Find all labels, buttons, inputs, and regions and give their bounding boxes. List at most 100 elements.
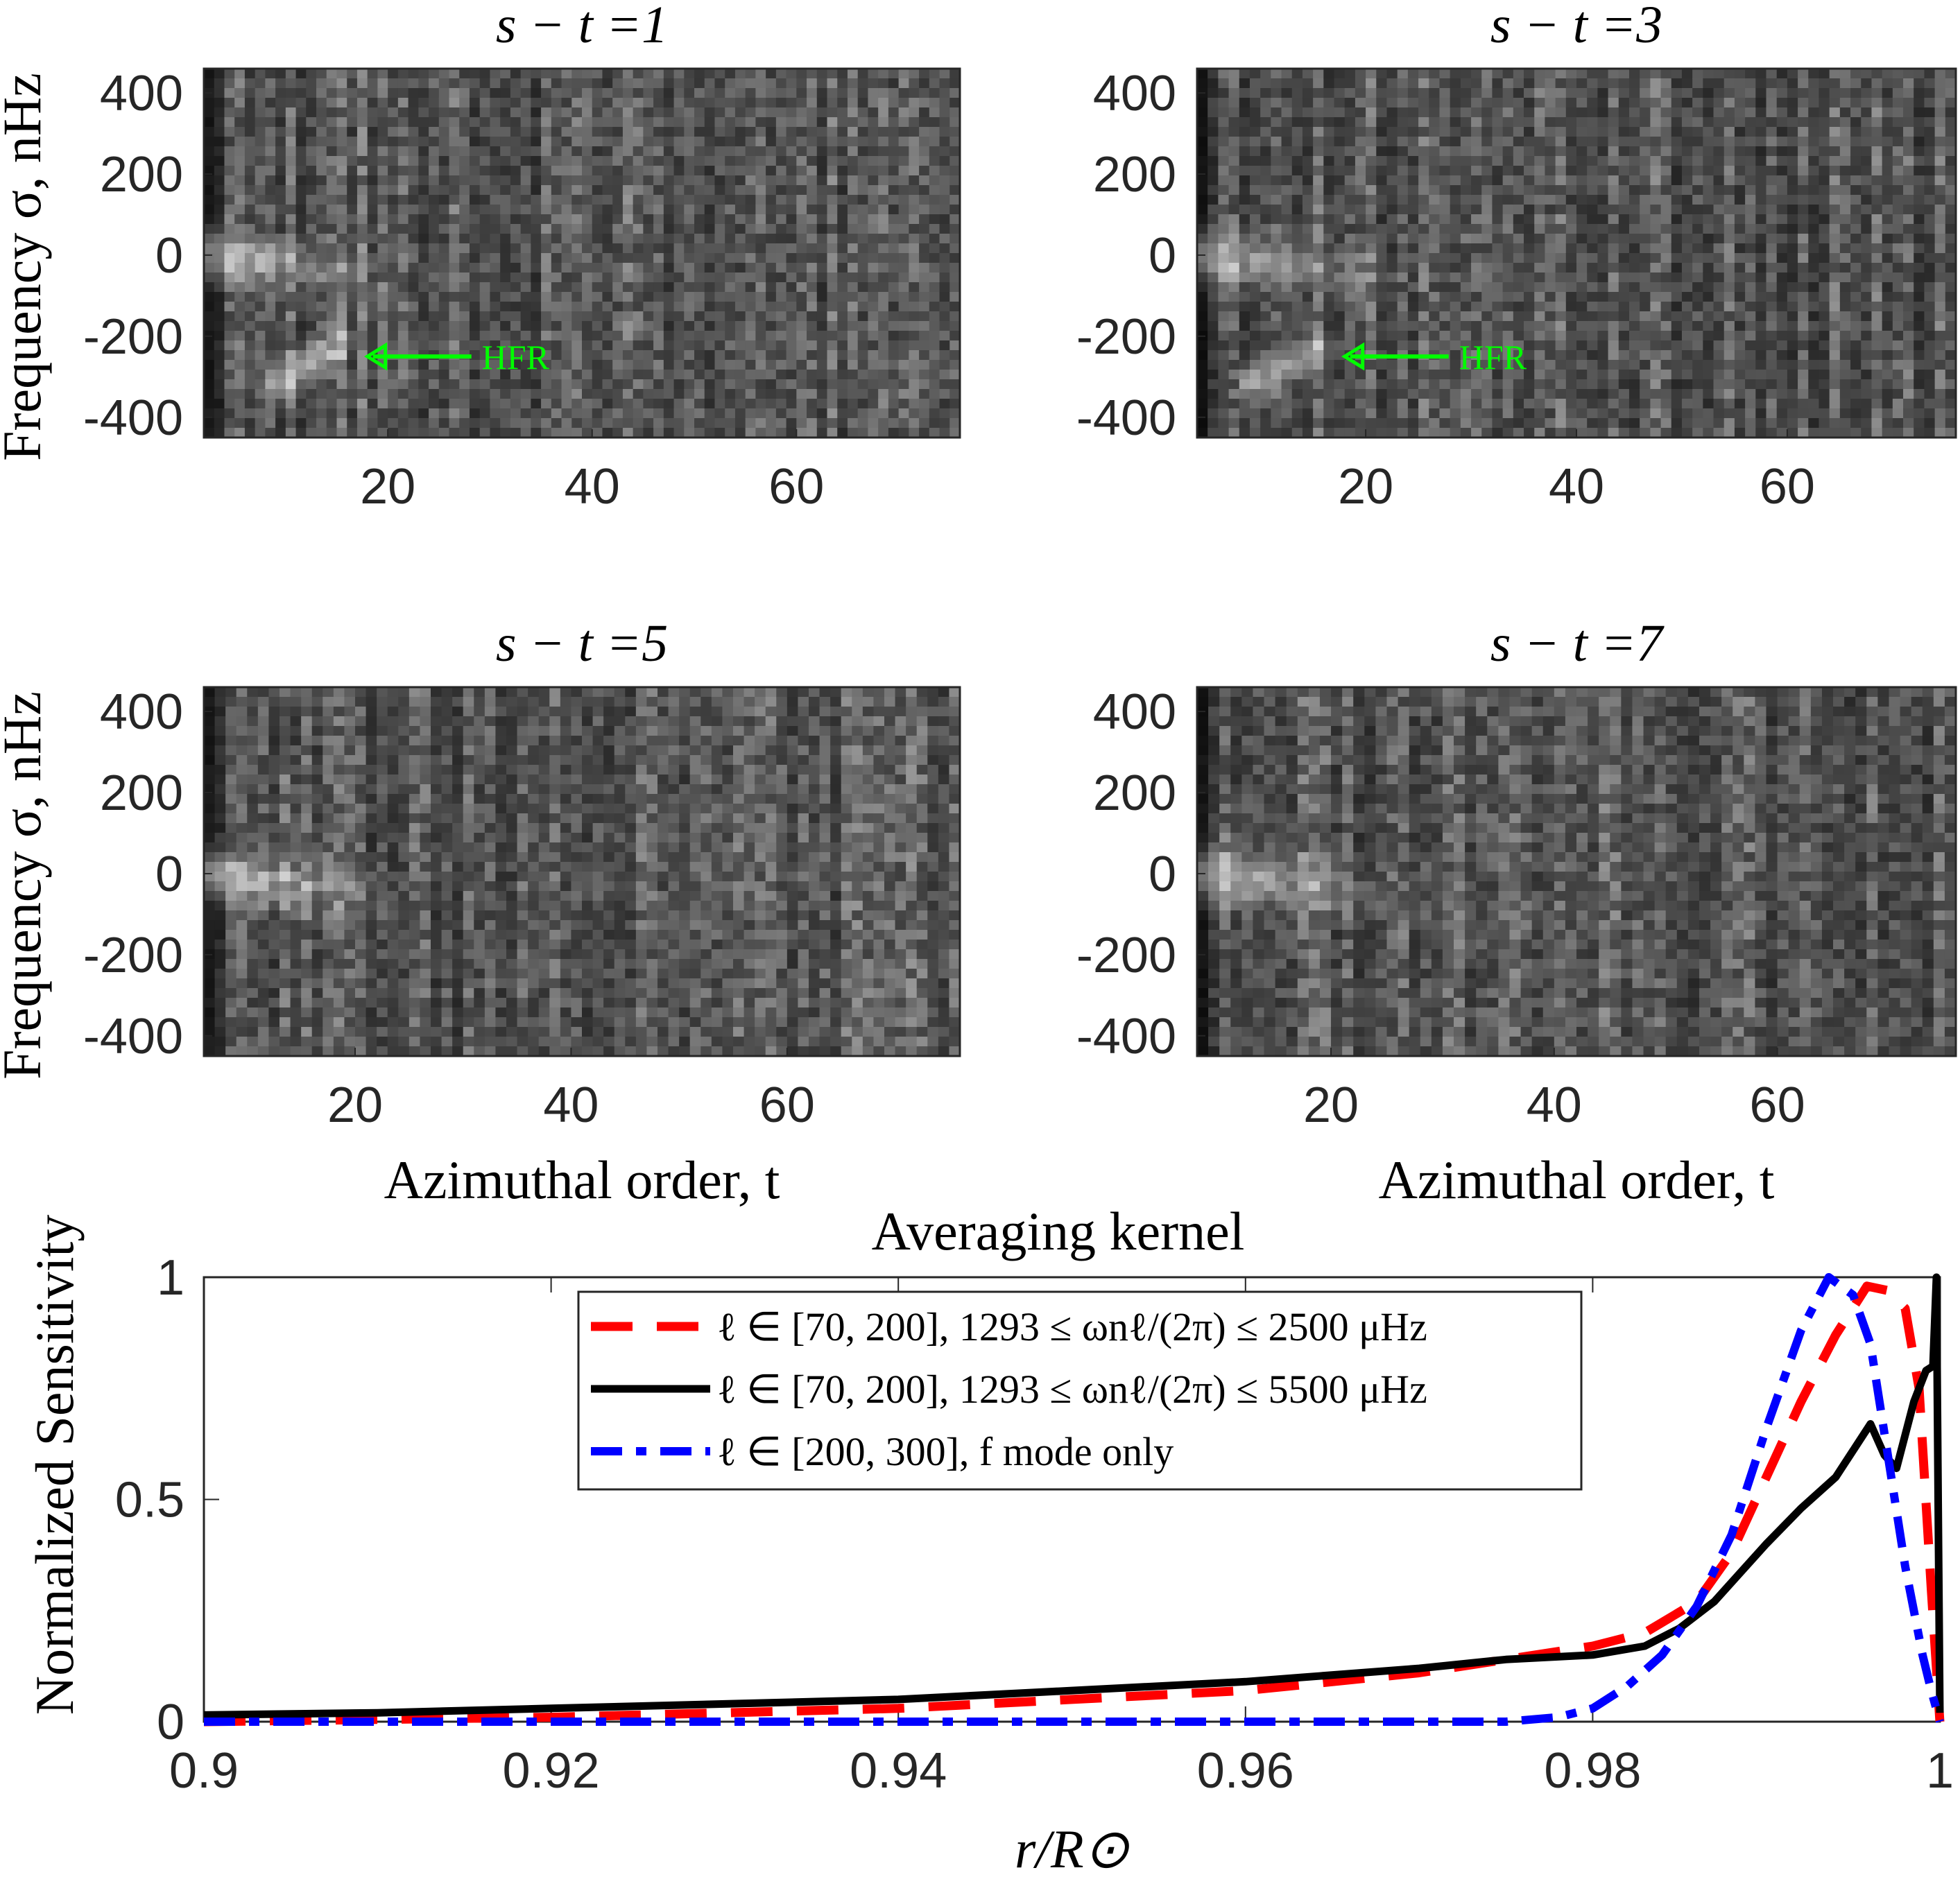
heatmap-cell	[285, 156, 297, 166]
heatmap-cell	[1703, 146, 1714, 157]
heatmap-cell	[459, 127, 470, 137]
heatmap-cell	[663, 282, 675, 293]
heatmap-cell	[694, 69, 705, 79]
heatmap-cell	[418, 205, 429, 215]
heatmap-cell	[725, 331, 736, 341]
heatmap-cell	[1197, 302, 1208, 312]
heatmap-cell	[551, 234, 562, 244]
heatmap-cell	[326, 263, 338, 273]
heatmap-cell	[1555, 243, 1567, 254]
heatmap-cell	[1239, 137, 1250, 147]
heatmap-cell	[714, 311, 725, 322]
heatmap-cell	[1260, 117, 1271, 128]
heatmap-cell	[1355, 127, 1366, 137]
heatmap-cell	[1713, 428, 1725, 438]
heatmap-cell	[520, 389, 531, 399]
heatmap-cell	[857, 175, 869, 186]
heatmap-cell	[1439, 282, 1451, 293]
heatmap-cell	[704, 205, 716, 215]
heatmap-cell	[766, 88, 777, 98]
heatmap-cell	[234, 214, 246, 225]
heatmap-cell	[214, 69, 225, 79]
heatmap-cell	[1640, 399, 1651, 409]
heatmap-cell	[643, 428, 654, 438]
heatmap-cell	[1776, 321, 1788, 331]
heatmap-cell	[551, 370, 562, 380]
heatmap-cell	[449, 98, 460, 108]
heatmap-cell	[786, 311, 797, 322]
heatmap-cell	[388, 243, 399, 254]
heatmap-cell	[816, 234, 828, 244]
heatmap-cell	[1492, 350, 1504, 361]
heatmap-cell	[1460, 418, 1472, 429]
heatmap-cell	[633, 146, 644, 157]
heatmap-cell	[438, 107, 450, 118]
heatmap-cell	[1660, 146, 1672, 157]
heatmap-cell	[1302, 399, 1314, 409]
heatmap-cell	[1281, 195, 1293, 205]
heatmap-cell	[510, 370, 522, 380]
heatmap-cell	[306, 98, 317, 108]
heatmap-cell	[929, 69, 940, 79]
heatmap-cell	[1734, 428, 1746, 438]
heatmap-cell	[1703, 408, 1714, 419]
heatmap-cell	[816, 137, 828, 147]
heatmap-cell	[469, 379, 481, 390]
heatmap-cell	[520, 205, 531, 215]
heatmap-cell	[1524, 69, 1535, 79]
heatmap-cell	[673, 69, 685, 79]
heatmap-cell	[612, 292, 624, 302]
heatmap-cell	[479, 331, 491, 341]
heatmap-cell	[1271, 214, 1282, 225]
heatmap-cell	[1703, 340, 1714, 351]
heatmap-cell	[1692, 214, 1703, 225]
heatmap-cell	[807, 137, 818, 147]
heatmap-cell	[1723, 234, 1735, 244]
heatmap-cell	[1671, 117, 1683, 128]
heatmap-cell	[316, 107, 327, 118]
heatmap-cell	[1534, 292, 1546, 302]
heatmap-cell	[1650, 418, 1662, 429]
heatmap-cell	[531, 185, 542, 196]
heatmap-cell	[1197, 214, 1208, 225]
heatmap-cell	[265, 418, 276, 429]
heatmap-cell	[306, 107, 317, 118]
heatmap-cell	[214, 370, 225, 380]
heatmap-cell	[306, 88, 317, 98]
heatmap-cell	[469, 205, 481, 215]
heatmap-cell	[551, 127, 562, 137]
heatmap-cell	[408, 282, 419, 293]
heatmap-cell	[827, 408, 838, 419]
heatmap-cell	[265, 273, 276, 283]
heatmap-cell	[377, 282, 388, 293]
heatmap-cell	[397, 205, 409, 215]
heatmap-cell	[1650, 428, 1662, 438]
heatmap-cell	[919, 185, 930, 196]
heatmap-cell	[1207, 234, 1219, 244]
heatmap-cell	[520, 331, 531, 341]
heatmap-cell	[1766, 350, 1778, 361]
heatmap-cell	[541, 282, 552, 293]
heatmap-cell	[326, 166, 338, 176]
heatmap-cell	[347, 321, 358, 331]
heatmap-cell	[1450, 311, 1461, 322]
heatmap-cell	[1249, 127, 1261, 137]
heatmap-cell	[796, 175, 807, 186]
heatmap-cell	[367, 69, 379, 79]
heatmap-cell	[1755, 418, 1767, 429]
heatmap-cell	[745, 88, 757, 98]
heatmap-cell	[347, 127, 358, 137]
heatmap-cell	[255, 263, 266, 273]
heatmap-cell	[582, 205, 593, 215]
heatmap-cell	[1723, 69, 1735, 79]
heatmap-cell	[766, 156, 777, 166]
heatmap-cell	[939, 389, 950, 399]
heatmap-cell	[1565, 137, 1577, 147]
heatmap-cell	[520, 185, 531, 196]
heatmap-cell	[1555, 78, 1567, 89]
heatmap-cell	[734, 331, 746, 341]
heatmap-cell	[459, 263, 470, 273]
heatmap-cell	[592, 321, 603, 331]
heatmap-cell	[868, 321, 879, 331]
heatmap-cell	[1228, 253, 1240, 263]
